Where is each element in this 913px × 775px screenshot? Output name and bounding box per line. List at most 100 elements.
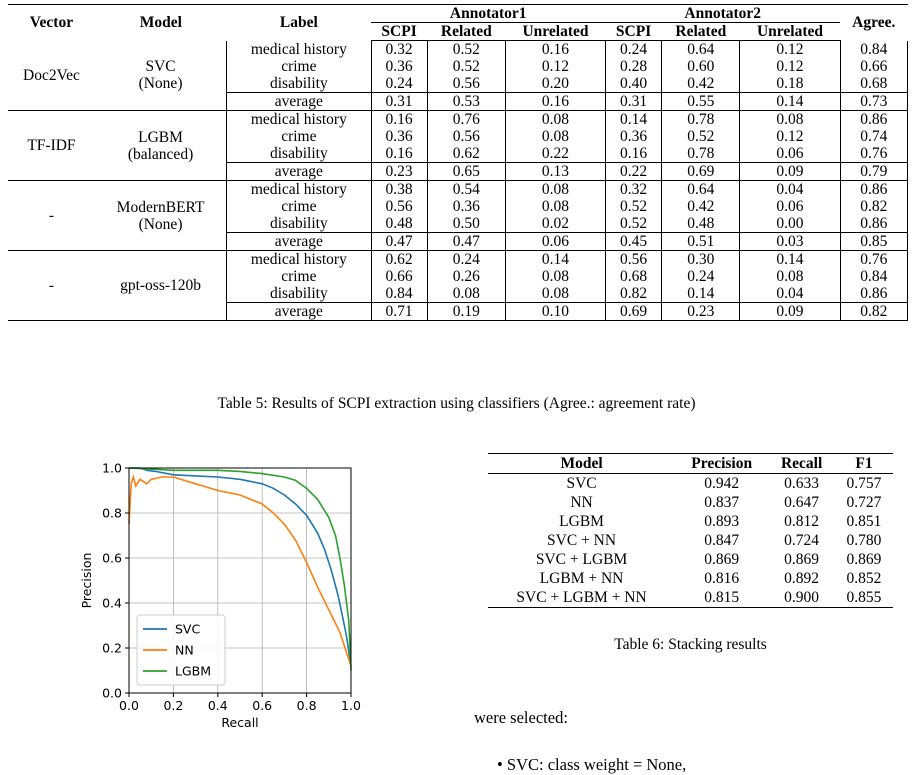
value-cell: 0.08 <box>504 110 606 128</box>
y-tick-label: 0.4 <box>102 596 122 611</box>
plot-frame <box>128 467 352 694</box>
header-related: Related <box>427 22 506 41</box>
value-cell: 0.50 <box>426 215 506 233</box>
value-cell: 0.69 <box>661 162 740 181</box>
value-cell: 0.85 <box>839 232 908 251</box>
table-row: crime 0.66 0.26 0.08 0.68 0.24 0.08 0.84 <box>8 268 908 285</box>
label-cell: crime <box>226 268 371 285</box>
value-cell: 0.942 <box>704 475 740 492</box>
model-name: SVC <box>145 58 176 76</box>
label-cell: average <box>226 302 371 321</box>
value-cell: 0.10 <box>504 302 606 321</box>
model-cell: LGBM + NN <box>539 570 624 587</box>
value-cell: 0.86 <box>839 215 908 233</box>
header-unrelated: Unrelated <box>739 22 840 41</box>
value-cell: 0.68 <box>839 75 908 93</box>
header-f1: F1 <box>834 453 893 474</box>
value-cell: 0.780 <box>846 532 882 549</box>
x-tick-label: 0.2 <box>163 698 183 713</box>
table6-caption: Table 6: Stacking results <box>614 636 767 653</box>
y-tick-label: 1.0 <box>102 461 122 476</box>
precision-recall-chart: 0.0 0.2 0.4 0.6 0.8 1.0 0.0 0.2 0.4 0.6 0.8 1.0 Reca… <box>79 461 361 731</box>
table-row: average 0.31 0.53 0.16 0.31 0.55 0.14 0.73 <box>8 92 908 111</box>
table-row: crime 0.56 0.36 0.08 0.52 0.42 0.06 0.82 <box>8 198 908 215</box>
value-cell: 0.84 <box>370 285 428 303</box>
value-cell: 0.837 <box>704 494 740 511</box>
value-cell: 0.82 <box>604 285 662 303</box>
value-cell: 0.26 <box>426 268 506 285</box>
results-table: Vector Model Label Annotator1 Annotator2… <box>8 4 908 321</box>
label-cell: crime <box>226 58 371 75</box>
header-unrelated: Unrelated <box>505 22 606 41</box>
header-annotator2: Annotator2 <box>605 4 840 23</box>
legend-label: LGBM <box>175 664 211 679</box>
legend-label: SVC <box>175 622 200 637</box>
header-model: Model <box>488 453 676 474</box>
value-cell: 0.12 <box>739 40 840 58</box>
value-cell: 0.855 <box>834 588 893 608</box>
header-recall: Recall <box>768 453 835 474</box>
label-cell: average <box>226 162 371 181</box>
value-cell: 0.14 <box>739 92 840 111</box>
model-cell: gpt-oss-120b <box>94 250 227 321</box>
value-cell: 0.06 <box>739 145 840 163</box>
value-cell: 0.52 <box>426 40 506 58</box>
table-row: disability 0.48 0.50 0.02 0.52 0.48 0.00 0.86 <box>8 215 908 233</box>
y-tick-label: 0.6 <box>102 551 122 566</box>
table-row: LGBM 0.893 0.812 0.851 <box>488 512 893 531</box>
value-cell: 0.23 <box>661 302 740 321</box>
value-cell: 0.52 <box>604 198 662 215</box>
value-cell: 0.08 <box>739 268 840 285</box>
series-line-nn <box>128 474 352 667</box>
value-cell: 0.36 <box>426 198 506 215</box>
y-tick-label: 0.8 <box>102 506 122 521</box>
value-cell: 0.03 <box>739 232 840 251</box>
table5-caption: Table 5: Results of SCPI extraction usin… <box>217 395 696 412</box>
value-cell: 0.65 <box>426 162 506 181</box>
value-cell: 0.816 <box>704 570 740 587</box>
value-cell: 0.56 <box>370 198 428 215</box>
table-row: average 0.47 0.47 0.06 0.45 0.51 0.03 0.85 <box>8 232 908 251</box>
value-cell: 0.76 <box>839 145 908 163</box>
value-cell: 0.852 <box>846 570 882 587</box>
value-cell: 0.16 <box>504 92 606 111</box>
value-cell: 0.79 <box>839 162 908 181</box>
results-table-body: Doc2Vec SVC (None) medical history 0.32 0.52 0… <box>8 40 908 321</box>
table-row: NN 0.837 0.647 0.727 <box>488 493 893 512</box>
value-cell: 0.16 <box>370 110 428 128</box>
value-cell: 0.36 <box>370 58 428 75</box>
value-cell: 0.32 <box>604 180 662 198</box>
model-cell: SVC + LGBM <box>535 551 628 568</box>
x-tick-label: 0.0 <box>119 698 139 713</box>
label-cell: disability <box>226 285 371 303</box>
value-cell: 0.86 <box>839 285 908 303</box>
value-cell: 0.893 <box>704 513 740 530</box>
table-row: - gpt-oss-120b medical history 0.62 0.24 0.14… <box>8 250 908 321</box>
table-row: disability 0.16 0.62 0.22 0.16 0.78 0.06 0.76 <box>8 145 908 163</box>
value-cell: 0.757 <box>846 475 882 492</box>
table-row: SVC 0.942 0.633 0.757 <box>488 474 893 494</box>
value-cell: 0.76 <box>426 110 506 128</box>
label-cell: average <box>226 232 371 251</box>
stacking-table-body: SVC 0.942 0.633 0.757 NN 0.837 0.647 0.727 LGBM 0… <box>488 474 893 608</box>
value-cell: 0.64 <box>661 40 740 58</box>
value-cell: 0.847 <box>704 532 740 549</box>
value-cell: 0.86 <box>839 110 908 128</box>
series-line-svc <box>129 467 352 667</box>
value-cell: 0.47 <box>426 232 506 251</box>
value-cell: 0.08 <box>739 110 840 128</box>
table-row: crime 0.36 0.52 0.12 0.28 0.60 0.12 0.66 <box>8 58 908 75</box>
table-row: disability 0.24 0.56 0.20 0.40 0.42 0.18 0.68 <box>8 75 908 93</box>
value-cell: 0.16 <box>604 145 662 163</box>
value-cell: 0.869 <box>704 551 740 568</box>
value-cell: 0.724 <box>784 532 820 549</box>
model-name: gpt-oss-120b <box>120 277 202 294</box>
value-cell: 0.08 <box>504 128 606 145</box>
x-tick-label: 0.8 <box>297 698 317 713</box>
value-cell: 0.23 <box>370 162 428 181</box>
label-cell: medical history <box>226 40 371 58</box>
value-cell: 0.08 <box>504 285 606 303</box>
value-cell: 0.52 <box>604 215 662 233</box>
value-cell: 0.24 <box>604 40 662 58</box>
table-row: average 0.23 0.65 0.13 0.22 0.69 0.09 0.79 <box>8 162 908 181</box>
